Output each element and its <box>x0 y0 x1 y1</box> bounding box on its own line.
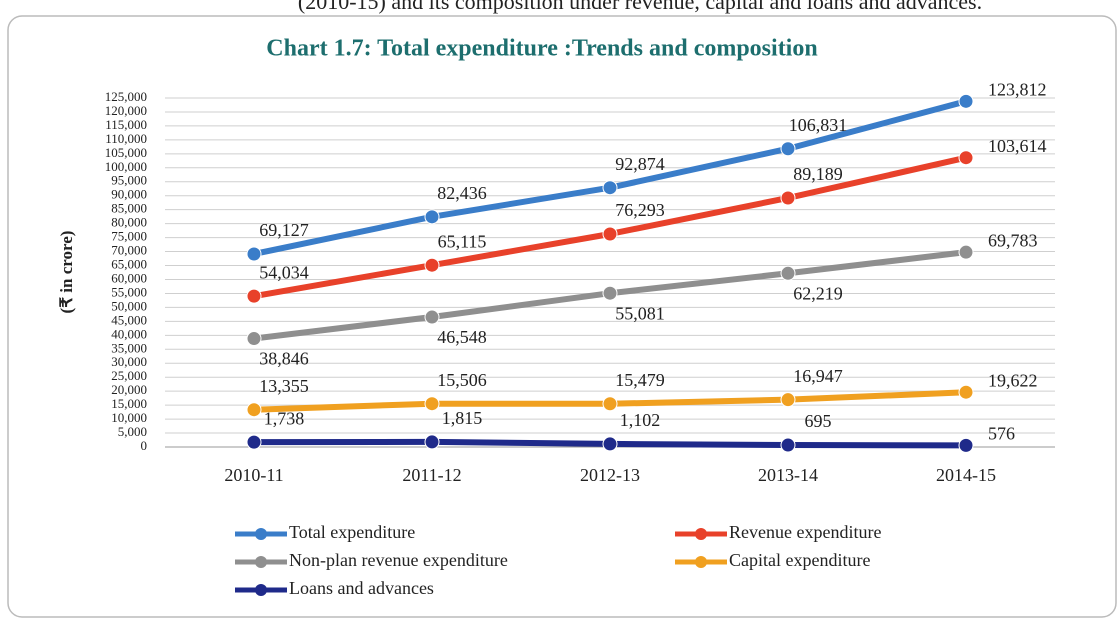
series-marker <box>246 246 262 262</box>
y-tick-label: 70,000 <box>111 243 147 258</box>
data-label: 54,034 <box>259 262 309 282</box>
data-label: 1,815 <box>442 408 483 428</box>
legend-marker <box>255 556 267 568</box>
y-axis-label: (₹ in crore) <box>57 231 76 314</box>
data-label: 92,874 <box>615 154 665 174</box>
data-label: 1,102 <box>620 410 661 430</box>
data-label: 38,846 <box>259 349 309 369</box>
x-tick-label: 2011-12 <box>402 465 461 485</box>
y-tick-label: 120,000 <box>105 103 147 118</box>
series-marker <box>246 434 262 450</box>
y-tick-label: 20,000 <box>111 382 147 397</box>
legend-label: Loans and advances <box>289 578 434 598</box>
y-tick-label: 95,000 <box>111 173 147 188</box>
data-label: 65,115 <box>438 231 487 251</box>
chart-title: Chart 1.7: Total expenditure :Trends and… <box>266 36 817 62</box>
data-label: 576 <box>988 424 1015 444</box>
series-marker <box>780 190 796 206</box>
y-tick-label: 15,000 <box>111 396 147 411</box>
x-tick-label: 2010-11 <box>224 465 283 485</box>
data-label: 69,127 <box>259 220 309 240</box>
series-marker <box>602 436 618 452</box>
series-marker <box>246 402 262 418</box>
x-tick-label: 2013-14 <box>758 465 818 485</box>
y-tick-label: 65,000 <box>111 257 147 272</box>
data-label: 16,947 <box>793 366 843 386</box>
series-marker <box>246 288 262 304</box>
x-tick-label: 2014-15 <box>936 465 996 485</box>
legend-marker <box>695 528 707 540</box>
series-marker <box>780 392 796 408</box>
data-label: 55,081 <box>615 303 665 323</box>
y-tick-label: 50,000 <box>111 298 147 313</box>
y-tick-label: 35,000 <box>111 340 147 355</box>
y-tick-label: 115,000 <box>105 117 147 132</box>
data-label: 103,614 <box>988 136 1047 156</box>
legend-label: Revenue expenditure <box>729 522 881 542</box>
y-tick-label: 40,000 <box>111 326 147 341</box>
data-label: 82,436 <box>437 183 487 203</box>
y-tick-label: 60,000 <box>111 270 147 285</box>
y-tick-label: 105,000 <box>105 145 147 160</box>
series-marker <box>424 434 440 450</box>
data-label: 69,783 <box>988 230 1038 250</box>
y-tick-label: 25,000 <box>111 368 147 383</box>
data-label: 19,622 <box>988 370 1038 390</box>
series-marker <box>958 384 974 400</box>
y-tick-label: 125,000 <box>105 89 147 104</box>
y-tick-label: 85,000 <box>111 201 147 216</box>
legend-marker <box>255 584 267 596</box>
legend-label: Capital expenditure <box>729 550 870 570</box>
y-tick-label: 110,000 <box>105 131 147 146</box>
data-label: 13,355 <box>259 376 309 396</box>
y-tick-label: 5,000 <box>118 424 147 439</box>
data-label: 695 <box>805 411 832 431</box>
data-label: 15,506 <box>437 370 487 390</box>
data-label: 123,812 <box>988 79 1047 99</box>
series-marker <box>424 257 440 273</box>
series-marker <box>958 150 974 166</box>
series-marker <box>424 396 440 412</box>
series-marker <box>780 437 796 453</box>
y-tick-label: 100,000 <box>105 159 147 174</box>
series-marker <box>958 437 974 453</box>
series-marker <box>424 309 440 325</box>
data-label: 62,219 <box>793 283 843 303</box>
y-tick-label: 30,000 <box>111 354 147 369</box>
series-marker <box>602 226 618 242</box>
series-marker <box>602 396 618 412</box>
data-label: 106,831 <box>789 115 848 135</box>
x-tick-label: 2012-13 <box>580 465 640 485</box>
series-marker <box>424 209 440 225</box>
series-marker <box>780 141 796 157</box>
data-label: 1,738 <box>264 408 305 428</box>
y-tick-label: 10,000 <box>111 410 147 425</box>
data-label: 15,479 <box>615 370 665 390</box>
series-marker <box>602 180 618 196</box>
data-label: 46,548 <box>437 327 487 347</box>
y-tick-label: 75,000 <box>111 229 147 244</box>
y-tick-label: 55,000 <box>111 284 147 299</box>
legend-label: Non-plan revenue expenditure <box>289 550 508 570</box>
series-marker <box>246 331 262 347</box>
y-tick-label: 90,000 <box>111 187 147 202</box>
y-tick-label: 45,000 <box>111 312 147 327</box>
legend-marker <box>695 556 707 568</box>
legend-label: Total expenditure <box>289 522 415 542</box>
caption-fragment: (2010-15) and its composition under reve… <box>298 0 982 14</box>
data-label: 89,189 <box>793 164 843 184</box>
data-label: 76,293 <box>615 200 665 220</box>
series-marker <box>958 244 974 260</box>
series-marker <box>602 285 618 301</box>
y-tick-label: 80,000 <box>111 215 147 230</box>
series-marker <box>958 93 974 109</box>
frame <box>7 15 1117 618</box>
y-tick-label: 0 <box>141 438 148 453</box>
legend-marker <box>255 528 267 540</box>
series-marker <box>780 265 796 281</box>
